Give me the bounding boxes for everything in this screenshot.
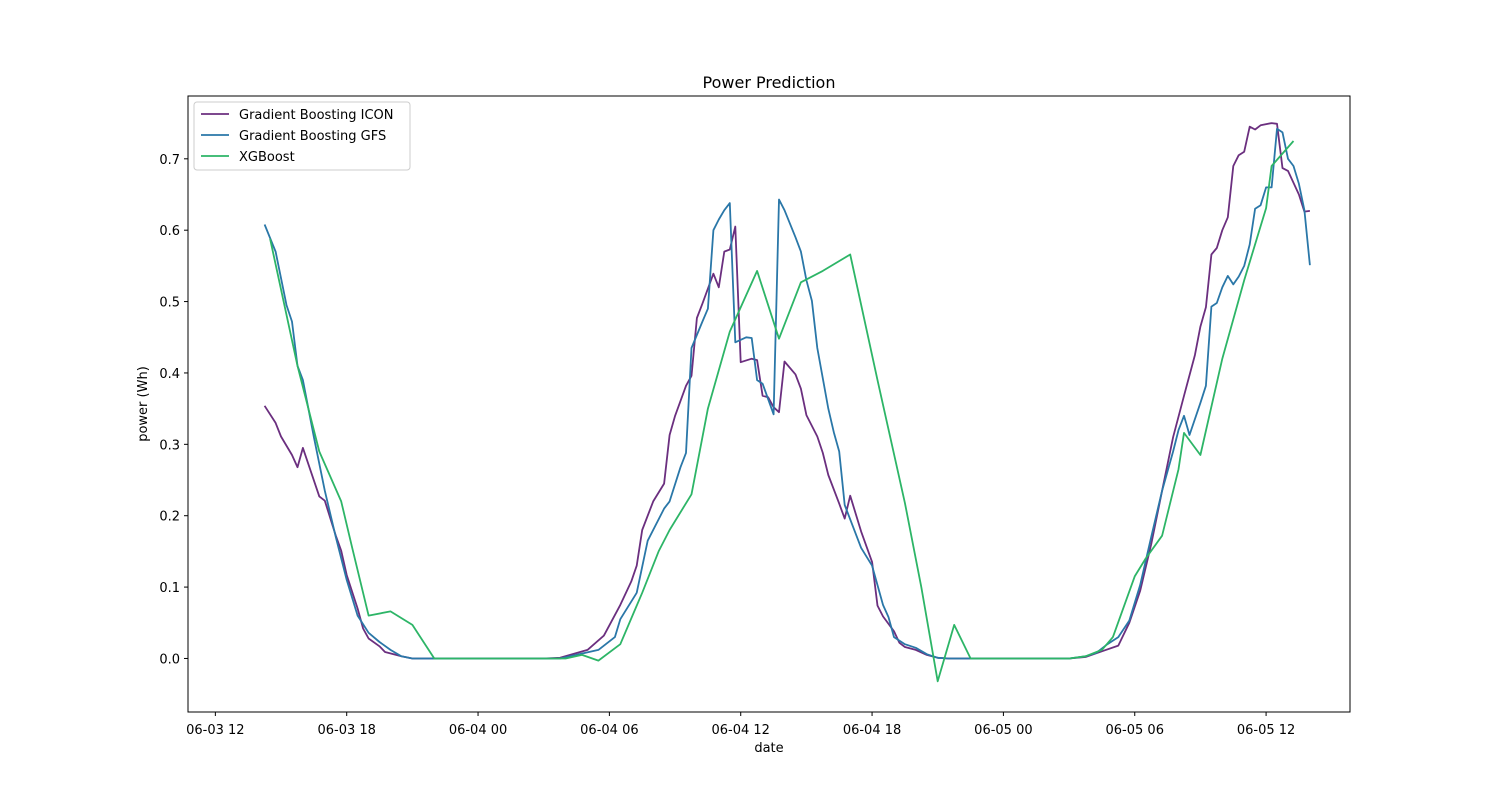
x-axis-label: date — [754, 741, 783, 756]
x-tick-label: 06-04 18 — [843, 723, 901, 738]
x-tick-label: 06-03 18 — [317, 723, 375, 738]
legend-label-gradient-boosting-icon: Gradient Boosting ICON — [239, 108, 394, 123]
legend-label-xgboost: XGBoost — [239, 150, 295, 165]
x-tick-label: 06-04 06 — [580, 723, 638, 738]
y-tick-label: 0.3 — [159, 438, 180, 453]
x-tick-label: 06-03 12 — [186, 723, 244, 738]
y-tick-label: 0.4 — [159, 367, 180, 382]
x-tick-label: 06-04 12 — [711, 723, 769, 738]
y-axis-label: power (Wh) — [136, 366, 151, 442]
x-tick-label: 06-04 00 — [449, 723, 507, 738]
y-tick-label: 0.0 — [159, 652, 180, 667]
y-tick-label: 0.7 — [159, 153, 180, 168]
x-axis: 06-03 12 06-03 18 06-04 00 06-04 06 06-04 12… — [186, 712, 1295, 738]
series-layer — [263, 122, 1311, 683]
series-line-xgboost — [269, 140, 1295, 683]
legend-box — [193, 101, 411, 171]
legend-label-gradient-boosting-gfs: Gradient Boosting GFS — [239, 129, 386, 144]
plot-frame — [187, 95, 1351, 713]
y-tick-label: 0.6 — [159, 224, 180, 239]
y-tick-label: 0.2 — [159, 510, 180, 525]
y-axis: 0.0 0.1 0.2 0.3 0.4 0.5 0.6 0.7 — [159, 153, 188, 667]
chart-title: Power Prediction — [703, 73, 836, 92]
x-tick-label: 06-05 00 — [974, 723, 1032, 738]
plot-area — [187, 95, 1351, 713]
legend: Gradient Boosting ICON Gradient Boosting … — [193, 101, 411, 171]
y-tick-label: 0.5 — [159, 296, 180, 311]
x-tick-label: 06-05 06 — [1106, 723, 1164, 738]
y-tick-label: 0.1 — [159, 581, 180, 596]
x-tick-label: 06-05 12 — [1237, 723, 1295, 738]
